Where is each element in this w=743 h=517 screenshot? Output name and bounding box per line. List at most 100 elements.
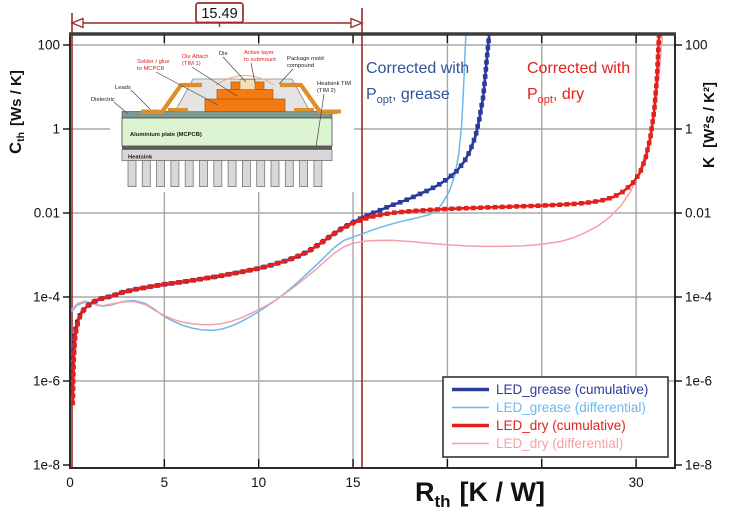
- y-tick-label-left: 100: [37, 38, 60, 53]
- annotation-grease-line2: Popt, grease: [366, 86, 450, 106]
- heatsink-fin: [156, 160, 165, 187]
- marker-square: [175, 280, 181, 285]
- marker-square: [337, 227, 343, 233]
- marker-square: [479, 102, 484, 108]
- marker-square: [154, 283, 159, 288]
- lead-pad: [294, 108, 314, 112]
- marker-square: [656, 47, 661, 53]
- marker-square: [478, 205, 483, 210]
- annotation-dry-sub: opt: [538, 94, 553, 106]
- marker-square: [488, 24, 493, 29]
- annotation-dry: Corrected with Popt, dry: [527, 60, 630, 106]
- y-tick-label-left: 1e-4: [33, 290, 61, 305]
- marker-square: [260, 265, 266, 270]
- marker-square: [357, 218, 362, 223]
- annotation-dry-line1: Corrected with: [527, 60, 630, 77]
- marker-square: [482, 81, 487, 86]
- marker-square: [218, 273, 223, 279]
- y-tick-label-right: 1: [685, 122, 693, 137]
- marker-square: [655, 54, 661, 60]
- y-right-axis-label: K [W²s / K²]: [701, 82, 718, 168]
- marker-square: [543, 203, 548, 208]
- marker-square: [331, 231, 337, 237]
- mcpcb-plate: [121, 117, 333, 147]
- annotation-dry-rest: , dry: [553, 86, 584, 103]
- marker-square: [443, 178, 448, 183]
- marker-square: [607, 195, 612, 201]
- marker-square: [75, 321, 80, 327]
- legend: LED_grease (cumulative) LED_grease (diff…: [442, 376, 669, 458]
- marker-square: [391, 202, 396, 207]
- marker-square: [301, 251, 307, 256]
- marker-square: [485, 45, 491, 51]
- marker-square: [653, 90, 658, 96]
- marker-square: [71, 400, 76, 406]
- marker-square: [392, 210, 397, 215]
- marker-square: [492, 204, 498, 210]
- submount-step: [216, 89, 274, 100]
- marker-square: [225, 272, 230, 277]
- marker-square: [485, 205, 491, 210]
- marker-square: [71, 371, 76, 377]
- marker-square: [363, 216, 369, 221]
- inset-label-tim2b: (TIM 2): [317, 88, 336, 94]
- marker-square: [550, 202, 555, 208]
- marker-square: [364, 213, 369, 218]
- led-package-inset-diagram: Solder / glue to MCPCB Die Attach (TIM 1…: [91, 46, 354, 192]
- marker-square: [482, 74, 488, 79]
- y-tick-label-left: 1e-6: [33, 374, 60, 389]
- marker-square: [630, 180, 636, 185]
- y-tick-label-right: 1e-6: [685, 374, 712, 389]
- legend-label-grease-cumulative: LED_grease (cumulative): [496, 382, 648, 397]
- marker-square: [613, 193, 619, 198]
- marker-square: [313, 243, 319, 249]
- marker-square: [80, 308, 86, 314]
- marker-square: [182, 279, 188, 284]
- marker-square: [469, 144, 474, 150]
- y-left-axis-label: Cth [Ws / K]: [7, 70, 27, 154]
- heatsink-fin: [127, 160, 137, 187]
- y-right-axis-symbol: K: [701, 156, 718, 168]
- x-tick-label: 0: [66, 475, 74, 490]
- marker-square: [307, 247, 313, 253]
- inset-label-die: Die: [219, 51, 228, 57]
- marker-square: [579, 201, 584, 206]
- marker-square: [499, 204, 505, 210]
- die: [239, 79, 256, 90]
- marker-square: [413, 208, 419, 214]
- leader-line: [155, 71, 219, 106]
- heatsink-fin: [141, 160, 151, 187]
- marker-square: [650, 119, 655, 124]
- y-right-axis-units: [W²s / K²]: [701, 82, 718, 148]
- marker-square: [646, 140, 652, 146]
- heatsink-fin: [256, 160, 266, 187]
- marker-square: [657, 19, 662, 24]
- marker-square: [239, 269, 245, 275]
- heatsink-fin: [170, 160, 180, 187]
- marker-square: [411, 194, 416, 200]
- heatsink-fin: [270, 160, 280, 187]
- marker-square: [521, 203, 526, 209]
- marker-square: [593, 199, 598, 204]
- marker-square: [161, 282, 166, 287]
- marker-square: [641, 161, 646, 166]
- curve-markers: [71, 19, 662, 406]
- dimension-annotation: 15.49: [70, 2, 364, 29]
- marker-square: [105, 294, 110, 300]
- marker-square: [91, 299, 97, 304]
- marker-square: [456, 206, 462, 211]
- y-tick-label-left: 1: [52, 122, 60, 137]
- marker-square: [449, 206, 455, 212]
- marker-square: [112, 292, 117, 298]
- leader-line: [222, 56, 247, 83]
- curves: [71, 19, 664, 406]
- dimension-arrowhead-right: [350, 17, 364, 29]
- marker-square: [118, 290, 124, 296]
- marker-square: [638, 168, 644, 173]
- marker-square: [475, 124, 480, 129]
- marker-square: [424, 188, 429, 194]
- heatsink-fin: [299, 160, 309, 187]
- marker-square: [384, 211, 390, 216]
- marker-square: [417, 191, 423, 197]
- y-tick-label-right: 1e-8: [685, 458, 712, 473]
